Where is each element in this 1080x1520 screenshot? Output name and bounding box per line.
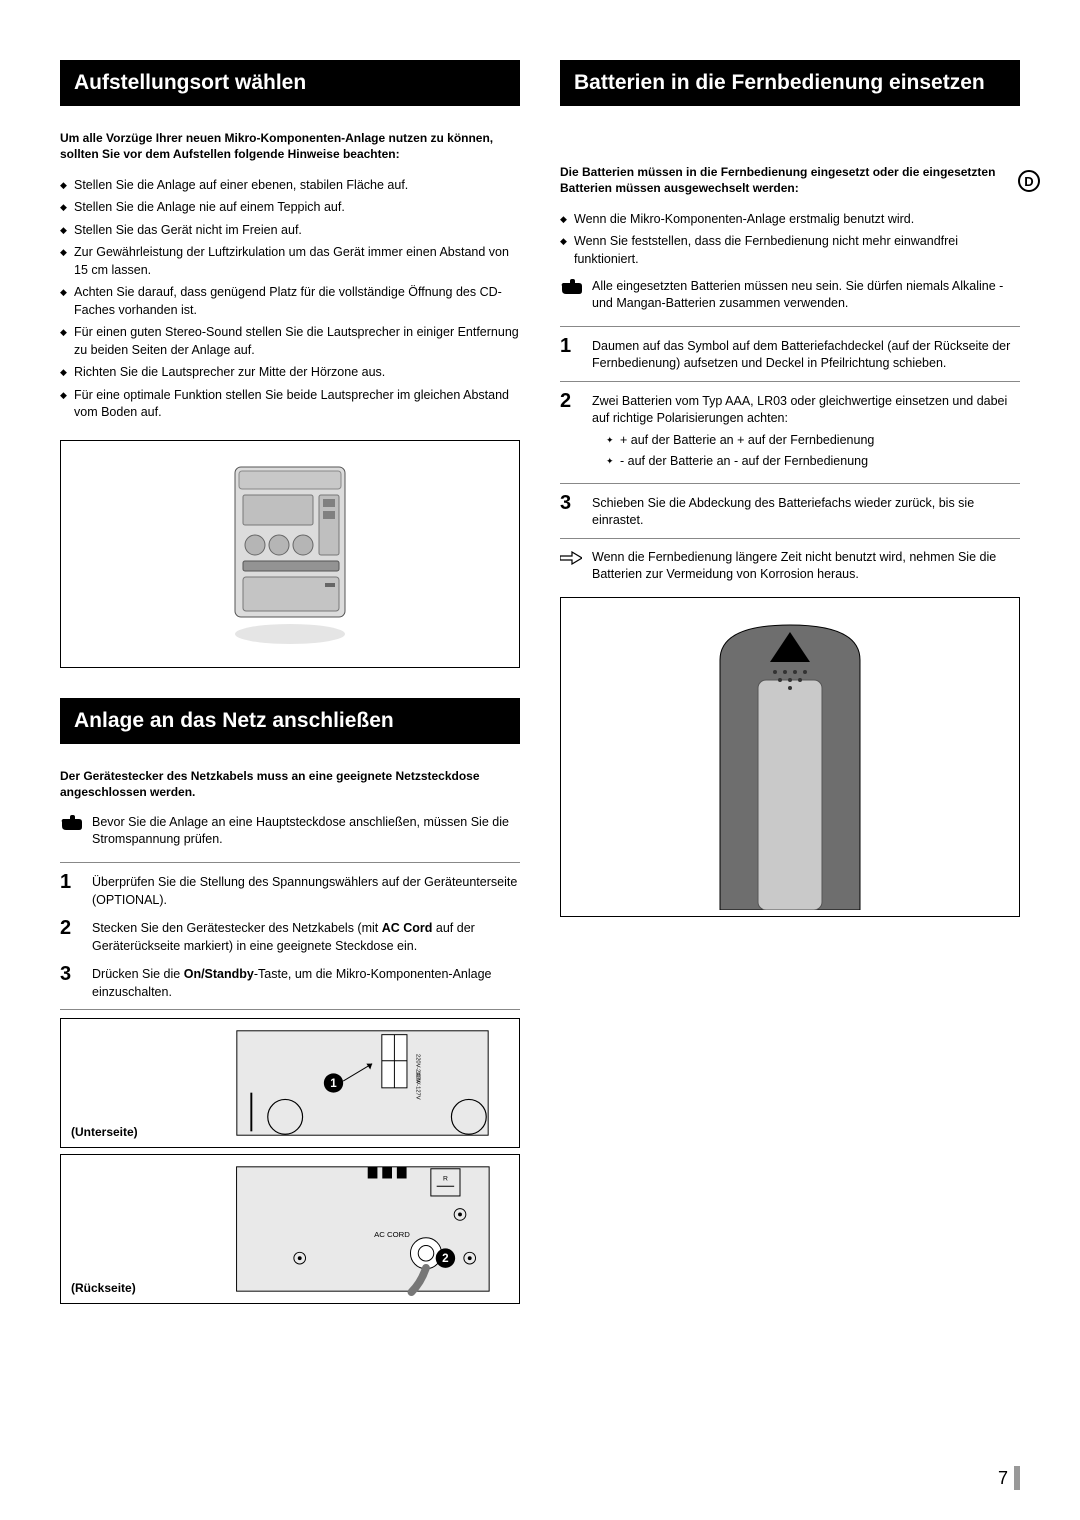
power-step-2: 2 Stecken Sie den Gerätestecker des Netz… (60, 917, 520, 955)
page-number: 7 (998, 1466, 1020, 1490)
step-text: Daumen auf das Symbol auf dem Batteriefa… (592, 335, 1020, 373)
diagram-label-rear: (Rückseite) (71, 1281, 136, 1295)
separator (560, 381, 1020, 382)
list-item: Wenn Sie feststellen, dass die Fernbedie… (560, 233, 1020, 268)
svg-text:1: 1 (330, 1077, 337, 1090)
page-number-bar (1014, 1466, 1020, 1490)
battery-step-3: 3 Schieben Sie die Abdeckung des Batteri… (560, 492, 1020, 530)
hand-point-icon (60, 815, 82, 831)
list-item: Stellen Sie das Gerät nicht im Freien au… (60, 222, 520, 240)
step-number: 3 (60, 963, 78, 985)
list-item: Richten Sie die Lautsprecher zur Mitte d… (60, 364, 520, 382)
power-note: Bevor Sie die Anlage an eine Hauptsteckd… (60, 814, 520, 848)
step-text: Stecken Sie den Gerätestecker des Netzka… (92, 917, 520, 955)
right-column: Batterien in die Fernbedienung einsetzen… (560, 60, 1020, 1310)
battery-step-2: 2 Zwei Batterien vom Typ AAA, LR03 oder … (560, 390, 1020, 475)
placement-bullets: Stellen Sie die Anlage auf einer ebenen,… (60, 177, 520, 422)
language-badge: D (1018, 170, 1040, 192)
step-number: 2 (560, 390, 578, 412)
batteries-intro: Die Batterien müssen in die Fernbedienun… (560, 164, 1020, 196)
step-number: 1 (560, 335, 578, 357)
separator (60, 1009, 520, 1010)
stereo-image-box (60, 440, 520, 668)
separator (560, 538, 1020, 539)
svg-text:AC CORD: AC CORD (374, 1230, 410, 1239)
step-text: Zwei Batterien vom Typ AAA, LR03 oder gl… (592, 390, 1020, 475)
list-item: - auf der Batterie an - auf der Fernbedi… (606, 453, 1020, 471)
bottom-diagram: 220V-240V 110V-127V 1 (Unterseite) (60, 1018, 520, 1148)
hand-point-icon (560, 279, 582, 295)
diagram-label-bottom: (Unterseite) (71, 1125, 138, 1139)
remote-illustration (640, 610, 940, 910)
note-text: Bevor Sie die Anlage an eine Hauptsteckd… (92, 814, 520, 848)
step-number: 1 (60, 871, 78, 893)
separator (60, 862, 520, 863)
list-item: Für eine optimale Funktion stellen Sie b… (60, 387, 520, 422)
list-item: + auf der Batterie an + auf der Fernbedi… (606, 432, 1020, 450)
section-title-placement: Aufstellungsort wählen (60, 60, 520, 106)
section-title-batteries: Batterien in die Fernbedienung einsetzen (560, 60, 1020, 106)
power-intro: Der Gerätestecker des Netzkabels muss an… (60, 768, 520, 800)
list-item: Stellen Sie die Anlage auf einer ebenen,… (60, 177, 520, 195)
svg-text:R: R (443, 1175, 448, 1182)
polarity-sublist: + auf der Batterie an + auf der Fernbedi… (592, 432, 1020, 471)
step-number: 3 (560, 492, 578, 514)
stereo-illustration (215, 459, 365, 649)
step-text: Drücken Sie die On/Standby-Taste, um die… (92, 963, 520, 1001)
svg-text:2: 2 (442, 1252, 449, 1265)
page-columns: Aufstellungsort wählen Um alle Vorzüge I… (60, 60, 1020, 1310)
separator (560, 483, 1020, 484)
battery-step-1: 1 Daumen auf das Symbol auf dem Batterie… (560, 335, 1020, 373)
remote-diagram-box (560, 597, 1020, 917)
power-step-3: 3 Drücken Sie die On/Standby-Taste, um d… (60, 963, 520, 1001)
list-item: Für einen guten Stereo-Sound stellen Sie… (60, 324, 520, 359)
step-text: Überprüfen Sie die Stellung des Spannung… (92, 871, 520, 909)
note-text: Alle eingesetzten Batterien müssen neu s… (592, 278, 1020, 312)
left-column: Aufstellungsort wählen Um alle Vorzüge I… (60, 60, 520, 1310)
placement-intro: Um alle Vorzüge Ihrer neuen Mikro-Kompon… (60, 130, 520, 162)
list-item: Zur Gewährleistung der Luftzirkulation u… (60, 244, 520, 279)
separator (560, 326, 1020, 327)
list-item: Wenn die Mikro-Komponenten-Anlage erstma… (560, 211, 1020, 229)
rear-diagram-svg: R AC CORD 2 (67, 1161, 513, 1297)
bottom-diagram-svg: 220V-240V 110V-127V 1 (67, 1025, 513, 1141)
power-step-1: 1 Überprüfen Sie die Stellung des Spannu… (60, 871, 520, 909)
list-item: Stellen Sie die Anlage nie auf einem Tep… (60, 199, 520, 217)
batteries-bullets: Wenn die Mikro-Komponenten-Anlage erstma… (560, 211, 1020, 269)
list-item: Achten Sie darauf, dass genügend Platz f… (60, 284, 520, 319)
rear-diagram: R AC CORD 2 (Rückseite) (60, 1154, 520, 1304)
step-number: 2 (60, 917, 78, 939)
section-title-power: Anlage an das Netz anschließen (60, 698, 520, 744)
svg-text:110V-127V: 110V-127V (415, 1071, 421, 1099)
batteries-note-1: Alle eingesetzten Batterien müssen neu s… (560, 278, 1020, 312)
note-text: Wenn die Fernbedienung längere Zeit nich… (592, 549, 1020, 583)
step-text: Schieben Sie die Abdeckung des Batterief… (592, 492, 1020, 530)
arrow-right-icon (560, 551, 582, 565)
batteries-note-2: Wenn die Fernbedienung längere Zeit nich… (560, 549, 1020, 583)
